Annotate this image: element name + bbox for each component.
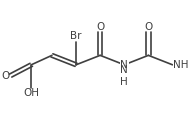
Text: Br: Br <box>70 31 82 41</box>
Text: O: O <box>144 22 152 32</box>
Text: N
H: N H <box>120 65 128 87</box>
Text: NH: NH <box>173 60 188 70</box>
Text: OH: OH <box>23 88 39 98</box>
Text: O: O <box>2 71 10 81</box>
Text: N: N <box>120 60 128 70</box>
Text: O: O <box>96 22 104 32</box>
